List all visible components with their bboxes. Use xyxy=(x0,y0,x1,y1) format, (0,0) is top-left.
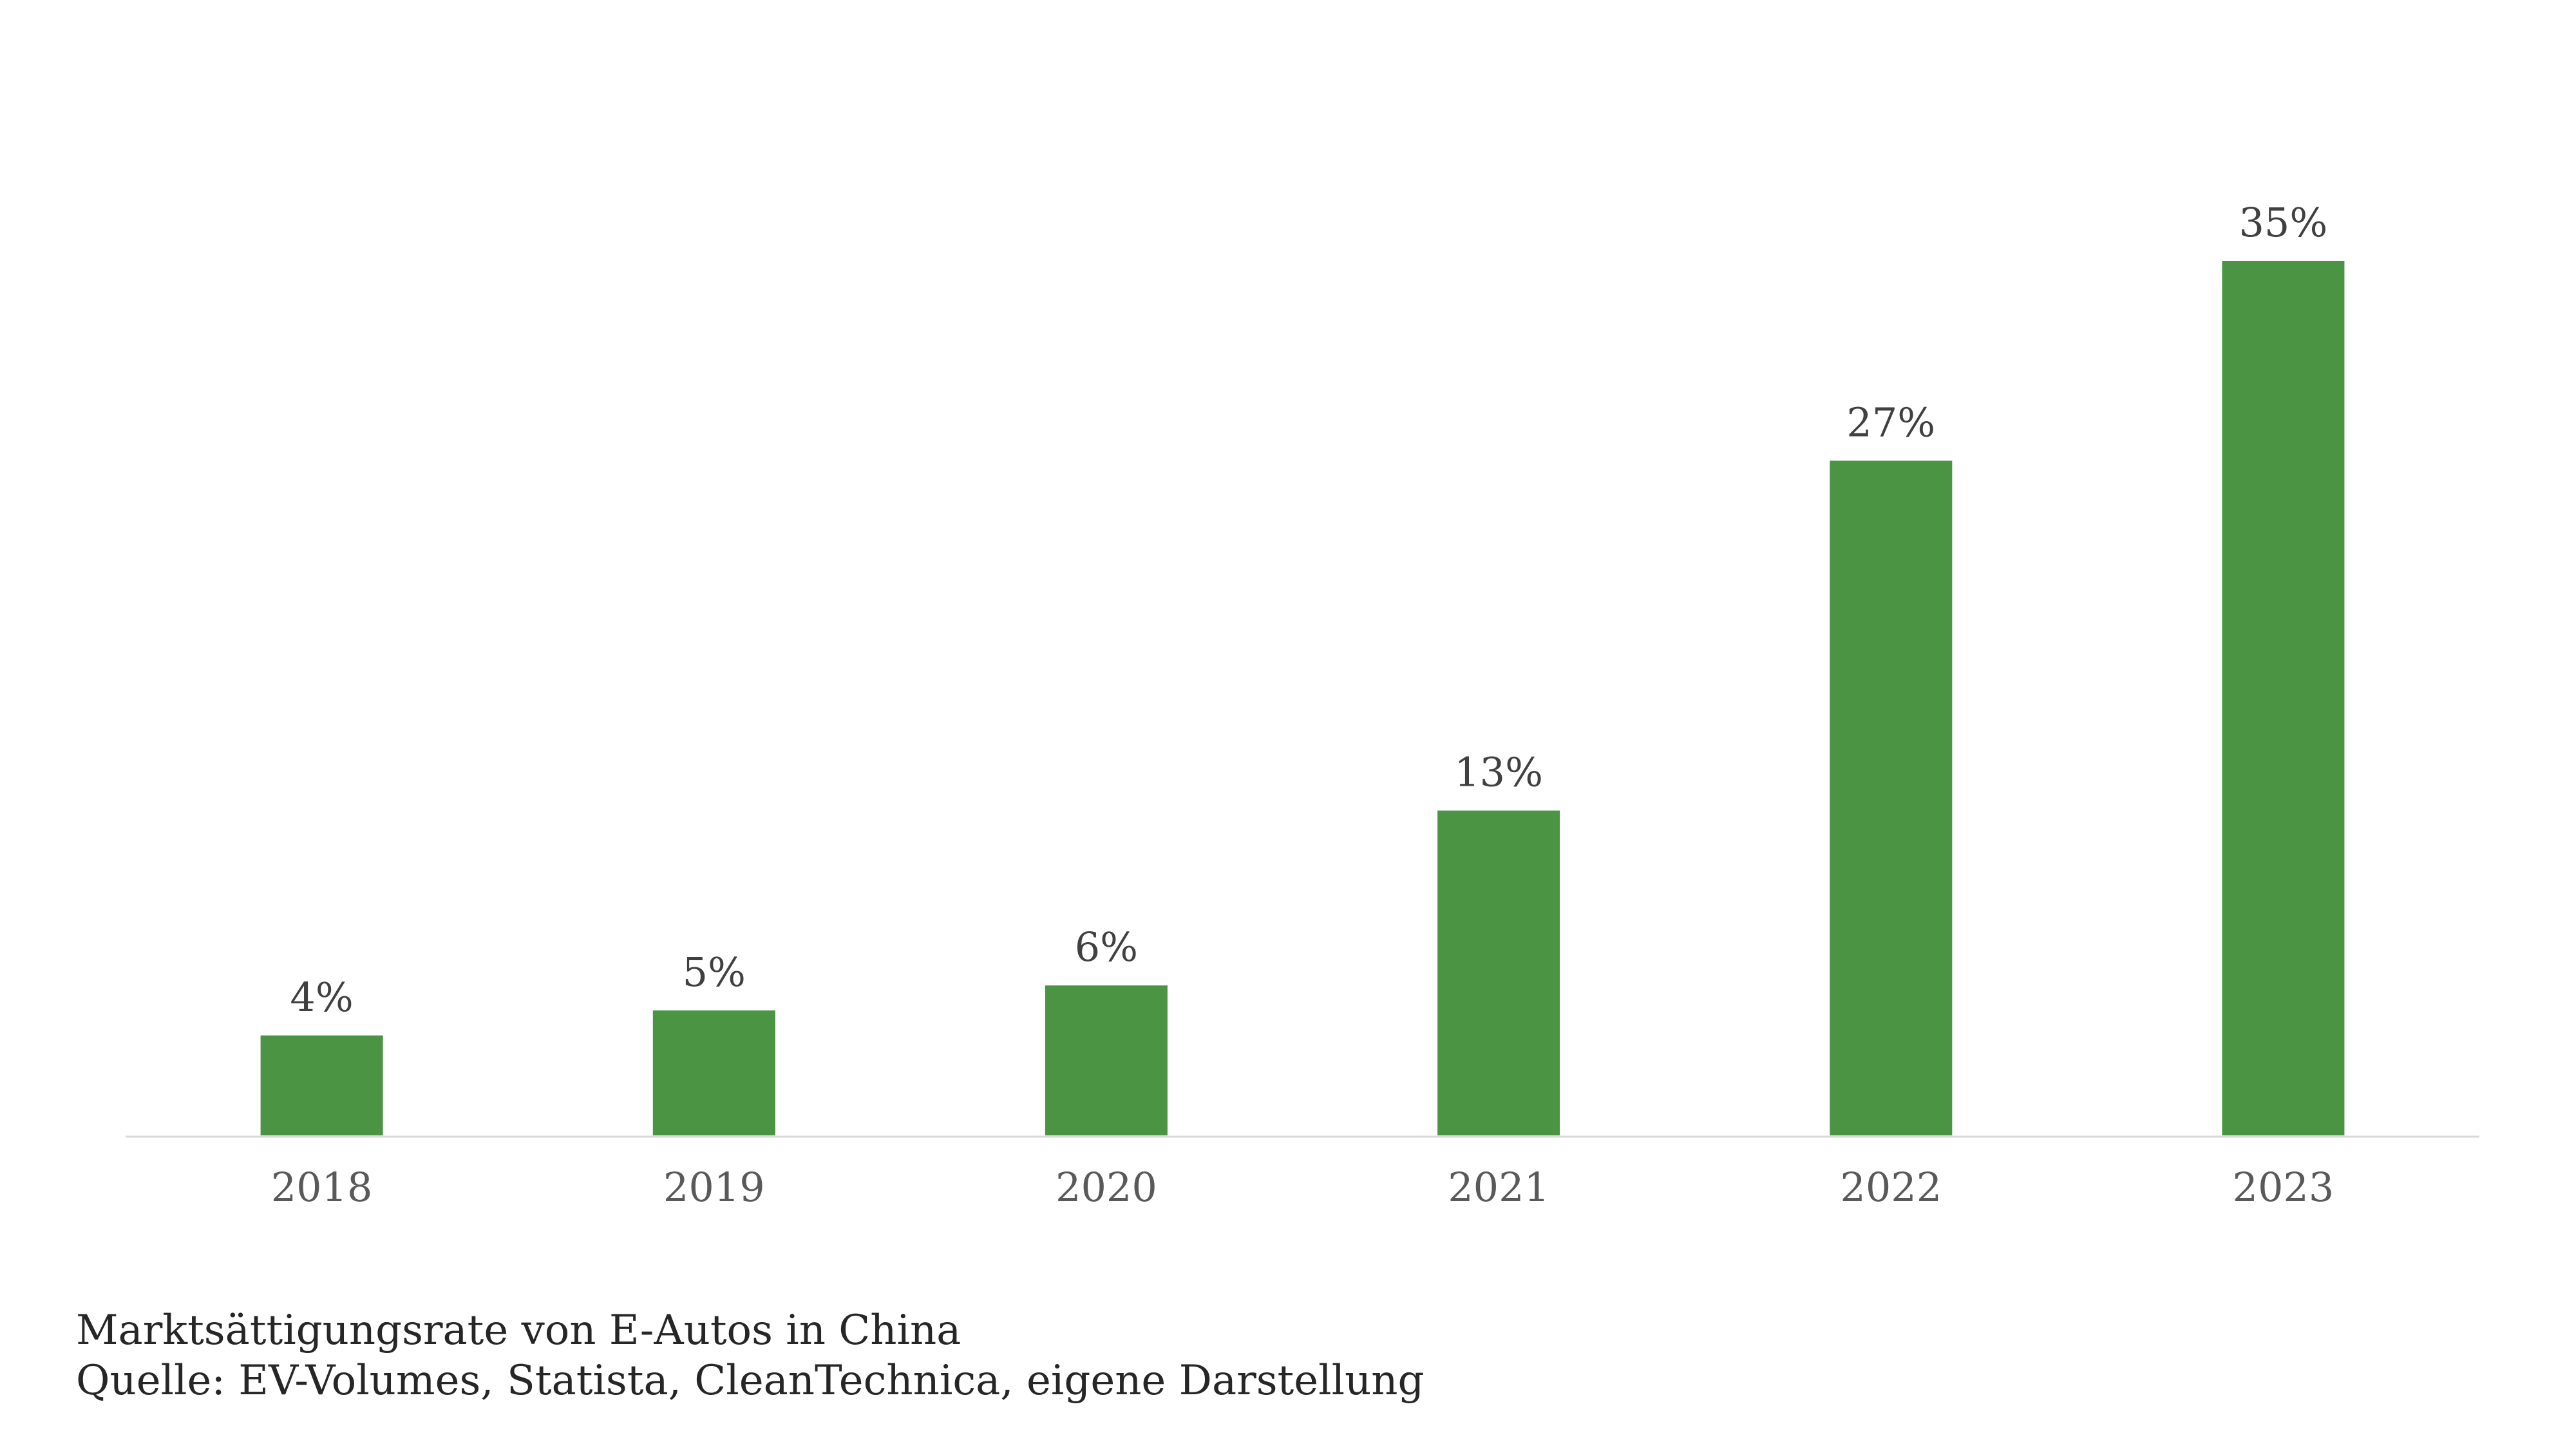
x-tick-label-2022: 2022 xyxy=(1840,1164,1942,1211)
x-tick-labels-group: 2018 2019 2020 2021 2022 2023 xyxy=(271,1164,2334,1211)
data-label-2023: 35% xyxy=(2239,199,2327,246)
x-tick-label-2018: 2018 xyxy=(271,1164,373,1211)
source-note: Quelle: EV-Volumes, Statista, CleanTechn… xyxy=(76,1357,1425,1405)
x-tick-label-2019: 2019 xyxy=(663,1164,765,1211)
bar-2022 xyxy=(1830,460,1953,1135)
data-label-2022: 27% xyxy=(1846,399,1935,446)
bar-2019 xyxy=(652,1010,775,1135)
bar-2023 xyxy=(2222,261,2345,1135)
x-tick-label-2023: 2023 xyxy=(2233,1164,2334,1211)
bar-2018 xyxy=(260,1035,383,1135)
bar-2021 xyxy=(1437,810,1560,1135)
x-tick-label-2020: 2020 xyxy=(1056,1164,1157,1211)
value-labels-group: 4% 5% 6% 13% 27% 35% xyxy=(290,199,2327,1021)
data-label-2020: 6% xyxy=(1075,923,1138,971)
data-label-2018: 4% xyxy=(290,974,353,1021)
data-label-2019: 5% xyxy=(683,949,746,996)
bars-group xyxy=(260,261,2345,1135)
data-label-2021: 13% xyxy=(1454,749,1543,796)
bar-2020 xyxy=(1045,985,1168,1135)
x-tick-label-2021: 2021 xyxy=(1448,1164,1549,1211)
chart-caption: Marktsättigungsrate von E-Autos in China xyxy=(76,1307,961,1354)
